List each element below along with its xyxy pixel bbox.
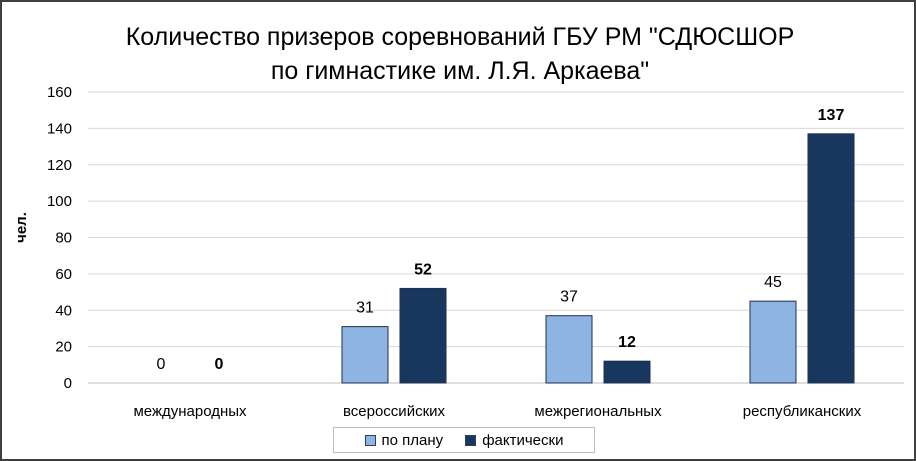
y-tick-label-40: 40	[55, 302, 72, 319]
y-tick-label-80: 80	[55, 230, 72, 247]
chart-title: Количество призеров соревнований ГБУ РМ …	[2, 20, 916, 88]
legend-label-2: фактически	[482, 431, 564, 449]
legend-entry-1: по плану	[364, 431, 444, 449]
y-tick-label-140: 140	[47, 120, 72, 137]
data-label-1-1: 0	[157, 356, 166, 373]
y-tick-label-120: 120	[47, 157, 72, 174]
legend: по плану фактически	[333, 427, 595, 453]
legend-entry-2: фактически	[465, 432, 563, 449]
x-category-label-3: межрегиональных	[534, 403, 662, 420]
data-label-2-4: 137	[818, 107, 845, 124]
data-label-1-2: 31	[356, 300, 374, 317]
y-axis-label: чел.	[13, 212, 30, 243]
data-label-1-3: 37	[560, 289, 578, 306]
data-label-1-4: 45	[764, 274, 782, 291]
data-label-2-1: 0	[215, 356, 224, 373]
x-category-label-2: всероссийских	[343, 403, 446, 420]
legend-swatch-2	[465, 434, 477, 446]
legend-swatch-1	[364, 434, 376, 446]
y-tick-label-20: 20	[55, 339, 72, 356]
bar-2-3	[603, 360, 651, 384]
legend-label-1: по плану	[381, 431, 444, 449]
data-label-2-2: 52	[414, 261, 432, 278]
bar-2-2	[399, 287, 447, 384]
bar-1-3	[545, 315, 593, 384]
y-tick-label-160: 160	[47, 84, 72, 101]
y-tick-label-100: 100	[47, 193, 72, 210]
x-category-label-4: республиканских	[743, 403, 862, 420]
y-tick-label-60: 60	[55, 266, 72, 283]
bar-1-2	[341, 326, 389, 384]
chart-title-line-2: по гимнастике им. Л.Я. Аркаева"	[270, 57, 650, 85]
y-tick-label-0: 0	[64, 375, 72, 392]
data-label-2-3: 12	[618, 334, 636, 351]
x-category-label-1: международных	[133, 403, 247, 420]
chart-title-line-1: Количество призеров соревнований ГБУ РМ …	[125, 23, 795, 51]
bar-2-4	[807, 133, 855, 384]
bar-1-4	[749, 300, 797, 384]
